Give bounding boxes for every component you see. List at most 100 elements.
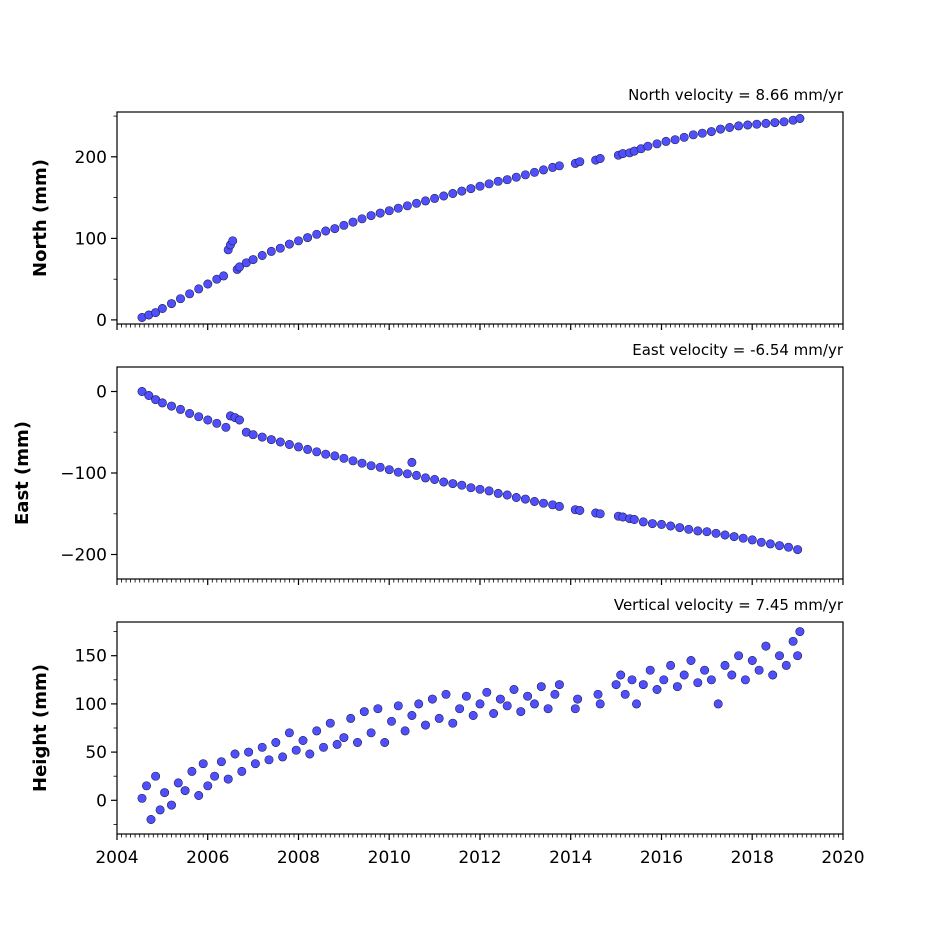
data-point [278, 752, 288, 762]
data-point [593, 689, 603, 699]
data-point [706, 675, 716, 685]
data-point [740, 675, 750, 685]
data-point [185, 289, 195, 299]
data-point [339, 453, 349, 463]
data-point [727, 670, 737, 680]
data-point [754, 665, 764, 675]
data-point [575, 157, 585, 167]
data-point [768, 670, 778, 680]
data-point [321, 226, 331, 236]
data-point [180, 786, 190, 796]
data-point [686, 656, 696, 665]
data-point [793, 651, 803, 661]
data-point [298, 736, 308, 745]
data-point [475, 181, 485, 191]
data-point [638, 680, 648, 690]
y-tick-label: 100 [75, 229, 107, 249]
data-point [795, 627, 805, 637]
data-point [679, 132, 689, 142]
data-point [661, 136, 671, 146]
data-point [402, 201, 412, 211]
data-point [793, 545, 803, 555]
data-point [713, 699, 723, 709]
data-point [439, 477, 449, 487]
data-point [235, 415, 244, 425]
data-point [666, 660, 676, 670]
data-point [427, 694, 437, 704]
data-point [430, 193, 440, 203]
data-point [271, 738, 281, 747]
data-point [502, 701, 512, 711]
height-ylabel: Height (mm) [30, 664, 51, 792]
data-point [312, 229, 322, 239]
y-tick-label: 0 [96, 791, 107, 811]
data-point [720, 660, 730, 670]
data-point [484, 486, 494, 496]
data-point [770, 118, 780, 128]
data-point [530, 497, 539, 506]
data-point [373, 704, 383, 714]
data-point [536, 682, 546, 692]
data-point [482, 687, 492, 697]
data-point [387, 716, 396, 726]
data-point [595, 509, 605, 519]
data-point [543, 704, 553, 714]
data-point [620, 689, 630, 699]
data-point [688, 130, 698, 140]
data-point [312, 447, 322, 457]
data-point [439, 191, 449, 201]
data-point [402, 469, 412, 479]
data-point [784, 542, 793, 552]
x-tick-label: 2006 [186, 848, 229, 868]
data-point [294, 442, 303, 452]
east-points [137, 387, 803, 555]
data-point [348, 217, 358, 227]
data-point [284, 440, 294, 449]
north-ticks: 0 100 200 [75, 115, 844, 331]
data-point [294, 236, 303, 246]
north-points [137, 114, 805, 322]
data-point [366, 728, 376, 738]
data-point [734, 121, 744, 131]
data-point [230, 749, 240, 759]
y-tick-label: 0 [96, 311, 107, 331]
data-point [629, 515, 639, 524]
data-point [795, 114, 805, 123]
data-point [475, 699, 485, 709]
data-point [330, 451, 340, 461]
data-point [412, 198, 421, 208]
data-point [643, 141, 653, 151]
data-point [455, 704, 465, 714]
data-point [616, 670, 626, 680]
data-point [457, 480, 467, 490]
data-point [235, 262, 244, 272]
data-point [647, 519, 657, 529]
y-tick-label: −200 [60, 546, 107, 566]
data-point [275, 243, 285, 253]
data-point [659, 675, 669, 685]
data-point [441, 689, 451, 699]
data-point [421, 196, 430, 206]
data-point [303, 444, 313, 454]
data-point [348, 456, 358, 466]
data-point [520, 170, 530, 180]
data-point [219, 271, 229, 281]
data-point [257, 432, 267, 442]
data-point [765, 539, 775, 549]
data-point [711, 528, 721, 538]
data-point [384, 206, 394, 216]
data-point [266, 435, 276, 445]
height-ticks: 0 50 100 150 2004 2006 2008 2010 2012 2014 2016 201… [75, 631, 865, 868]
data-point [266, 246, 276, 256]
data-point [693, 678, 703, 688]
data-point [502, 175, 512, 185]
data-point [511, 172, 521, 182]
data-point [627, 675, 637, 685]
data-point [716, 124, 725, 134]
panel-height: Vertical velocity = 7.45 mm/yr 0 50 100 150… [30, 596, 865, 868]
data-point [250, 759, 260, 769]
data-point [353, 738, 362, 747]
east-axes [116, 366, 844, 580]
data-point [155, 805, 165, 815]
